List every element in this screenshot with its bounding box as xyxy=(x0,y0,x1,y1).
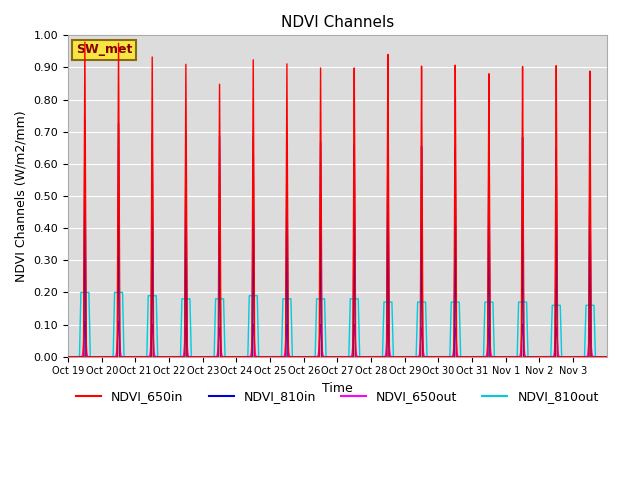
NDVI_650in xyxy=(259,354,267,360)
NDVI_650out xyxy=(81,319,89,324)
NDVI_650out xyxy=(492,354,500,360)
NDVI_810out xyxy=(92,354,99,360)
Y-axis label: NDVI Channels (W/m2/mm): NDVI Channels (W/m2/mm) xyxy=(15,110,28,282)
NDVI_810out xyxy=(383,299,390,305)
NDVI_810in xyxy=(383,354,390,360)
NDVI_650in xyxy=(383,283,390,289)
NDVI_650out xyxy=(406,354,414,360)
NDVI_650in xyxy=(492,354,500,360)
NDVI_650in xyxy=(406,354,414,360)
NDVI_650out xyxy=(92,354,99,360)
NDVI_810out xyxy=(603,354,611,360)
NDVI_810out xyxy=(77,289,84,295)
Line: NDVI_810in: NDVI_810in xyxy=(68,120,607,357)
NDVI_810in xyxy=(603,354,611,360)
NDVI_810in xyxy=(463,354,471,360)
NDVI_810out xyxy=(492,354,500,360)
Legend: NDVI_650in, NDVI_810in, NDVI_650out, NDVI_810out: NDVI_650in, NDVI_810in, NDVI_650out, NDV… xyxy=(71,385,604,408)
NDVI_810in xyxy=(492,354,500,360)
NDVI_650in xyxy=(603,354,611,360)
NDVI_650in xyxy=(92,354,99,360)
Text: SW_met: SW_met xyxy=(76,43,132,56)
NDVI_650out xyxy=(259,354,267,360)
NDVI_650in xyxy=(81,39,89,45)
NDVI_810out xyxy=(406,354,414,360)
X-axis label: Time: Time xyxy=(322,382,353,395)
NDVI_810out xyxy=(64,354,72,360)
Line: NDVI_810out: NDVI_810out xyxy=(68,292,607,357)
NDVI_650in xyxy=(463,354,471,360)
Title: NDVI Channels: NDVI Channels xyxy=(281,15,394,30)
NDVI_810out xyxy=(259,354,267,360)
NDVI_650in xyxy=(64,354,72,360)
NDVI_810out xyxy=(463,354,471,360)
NDVI_810in xyxy=(92,354,99,360)
Line: NDVI_650in: NDVI_650in xyxy=(68,42,607,357)
NDVI_810in xyxy=(259,354,267,360)
NDVI_650out xyxy=(603,354,611,360)
Line: NDVI_650out: NDVI_650out xyxy=(68,322,607,357)
NDVI_810in xyxy=(81,117,89,122)
NDVI_810in xyxy=(406,354,414,360)
NDVI_650out xyxy=(383,336,390,341)
NDVI_650out xyxy=(64,354,72,360)
NDVI_650out xyxy=(463,354,471,360)
NDVI_810in xyxy=(64,354,72,360)
